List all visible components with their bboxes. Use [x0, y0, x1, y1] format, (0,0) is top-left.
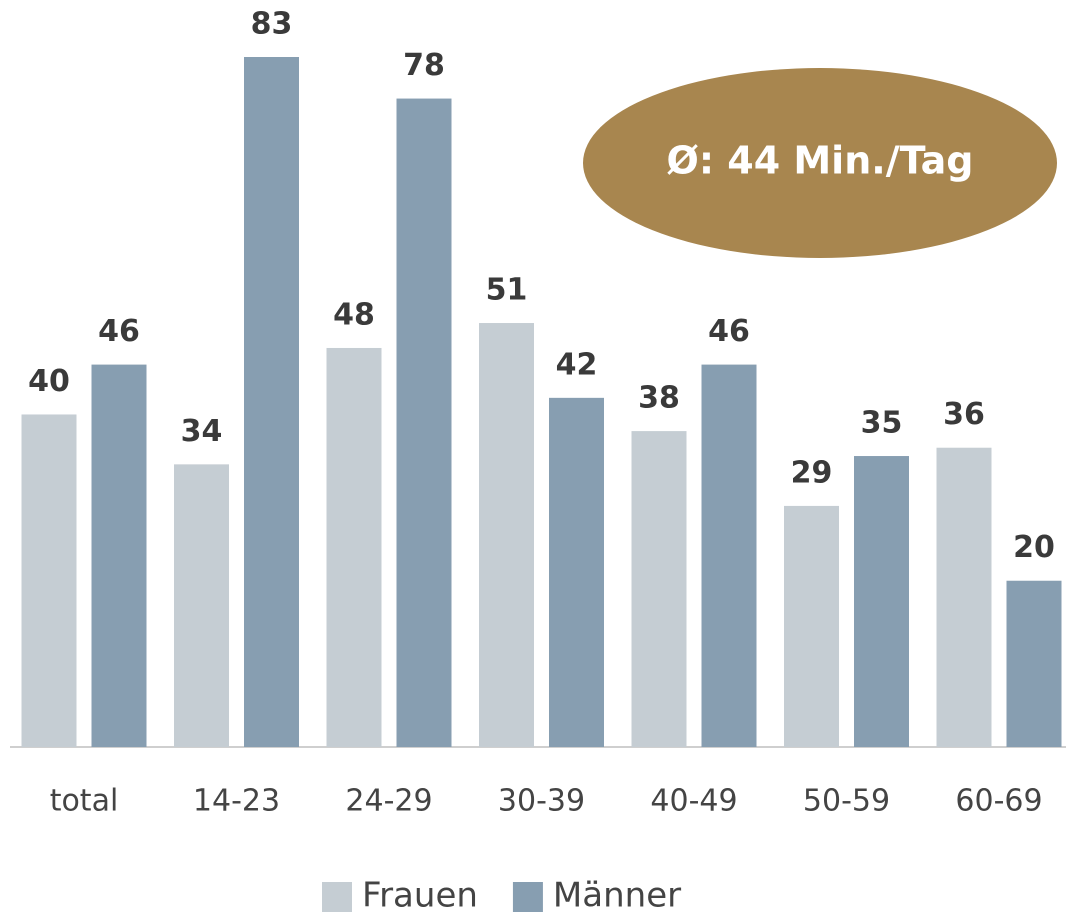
annotation: Ø: 44 Min./Tag	[667, 139, 974, 183]
bar	[479, 323, 534, 747]
bar	[549, 397, 604, 747]
legend-label: Männer	[553, 876, 681, 914]
x-tick-label: 60-69	[955, 784, 1042, 819]
data-label: 46	[708, 314, 750, 349]
bar	[701, 364, 757, 747]
bar	[784, 505, 839, 747]
x-tick-label: 24-29	[345, 784, 432, 819]
bar	[631, 431, 687, 747]
legend-swatch	[512, 882, 543, 912]
x-tick-label: 40-49	[650, 784, 737, 819]
data-label: 38	[638, 381, 680, 416]
annotation-ellipse	[583, 68, 1057, 258]
data-label: 29	[791, 455, 833, 490]
bar	[21, 414, 77, 747]
x-tick-label: 50-59	[803, 784, 890, 819]
data-label: 40	[28, 364, 70, 399]
bar	[396, 98, 452, 747]
data-label: 78	[403, 48, 445, 83]
legend-swatch	[322, 882, 352, 912]
x-tick-label: total	[50, 784, 119, 819]
data-label: 34	[181, 414, 223, 449]
bar	[936, 447, 992, 747]
bar	[91, 364, 147, 747]
data-label: 83	[251, 7, 293, 42]
data-label: 51	[486, 273, 528, 308]
bar	[1006, 580, 1062, 747]
bar	[326, 347, 382, 747]
data-label: 42	[556, 347, 598, 382]
data-label: 20	[1013, 530, 1055, 565]
bar	[174, 464, 229, 747]
bar	[854, 456, 909, 747]
data-label: 48	[333, 297, 375, 332]
data-label: 46	[98, 314, 140, 349]
x-tick-label: 14-23	[193, 784, 280, 819]
x-tick-label: 30-39	[498, 784, 585, 819]
data-label: 36	[943, 397, 985, 432]
legend-label: Frauen	[362, 876, 478, 914]
data-label: 35	[861, 406, 903, 441]
bar	[244, 57, 299, 747]
